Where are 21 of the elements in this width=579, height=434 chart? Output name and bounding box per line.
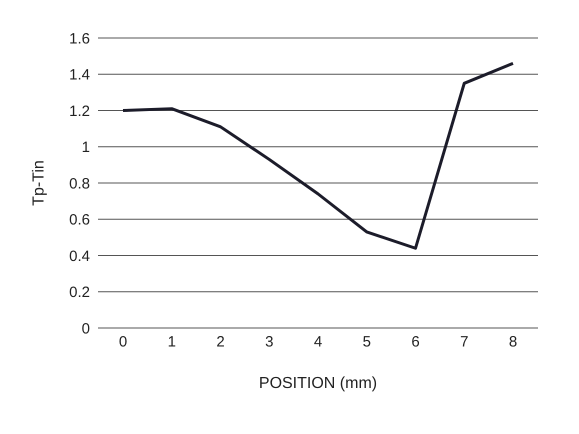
y-tick-label: 0.4 xyxy=(69,248,90,265)
y-tick-label: 0.8 xyxy=(69,175,90,192)
x-tick-label: 3 xyxy=(265,334,274,351)
y-tick-label: 0.6 xyxy=(69,212,90,229)
y-tick-label: 1.4 xyxy=(69,66,90,84)
x-tick-label: 4 xyxy=(314,334,322,351)
x-tick-label: 8 xyxy=(508,334,518,351)
y-tick-label: 1 xyxy=(82,139,90,156)
y-tick-label: 0 xyxy=(82,320,90,338)
x-tick-label: 0 xyxy=(118,334,128,351)
x-tick-label: 2 xyxy=(216,334,225,351)
x-tick-label: 1 xyxy=(168,334,176,351)
y-tick-label: 0.2 xyxy=(69,284,90,302)
x-tick-label: 6 xyxy=(411,334,420,351)
x-tick-label: 7 xyxy=(460,334,468,351)
line-series xyxy=(122,62,514,250)
y-tick-label: 1.6 xyxy=(69,30,90,48)
y-tick-label: 1.2 xyxy=(69,102,90,120)
x-axis-title: POSITION (mm) xyxy=(258,375,378,392)
x-tick-label: 5 xyxy=(362,334,371,351)
y-axis-title: Tp-Tin xyxy=(30,160,48,206)
